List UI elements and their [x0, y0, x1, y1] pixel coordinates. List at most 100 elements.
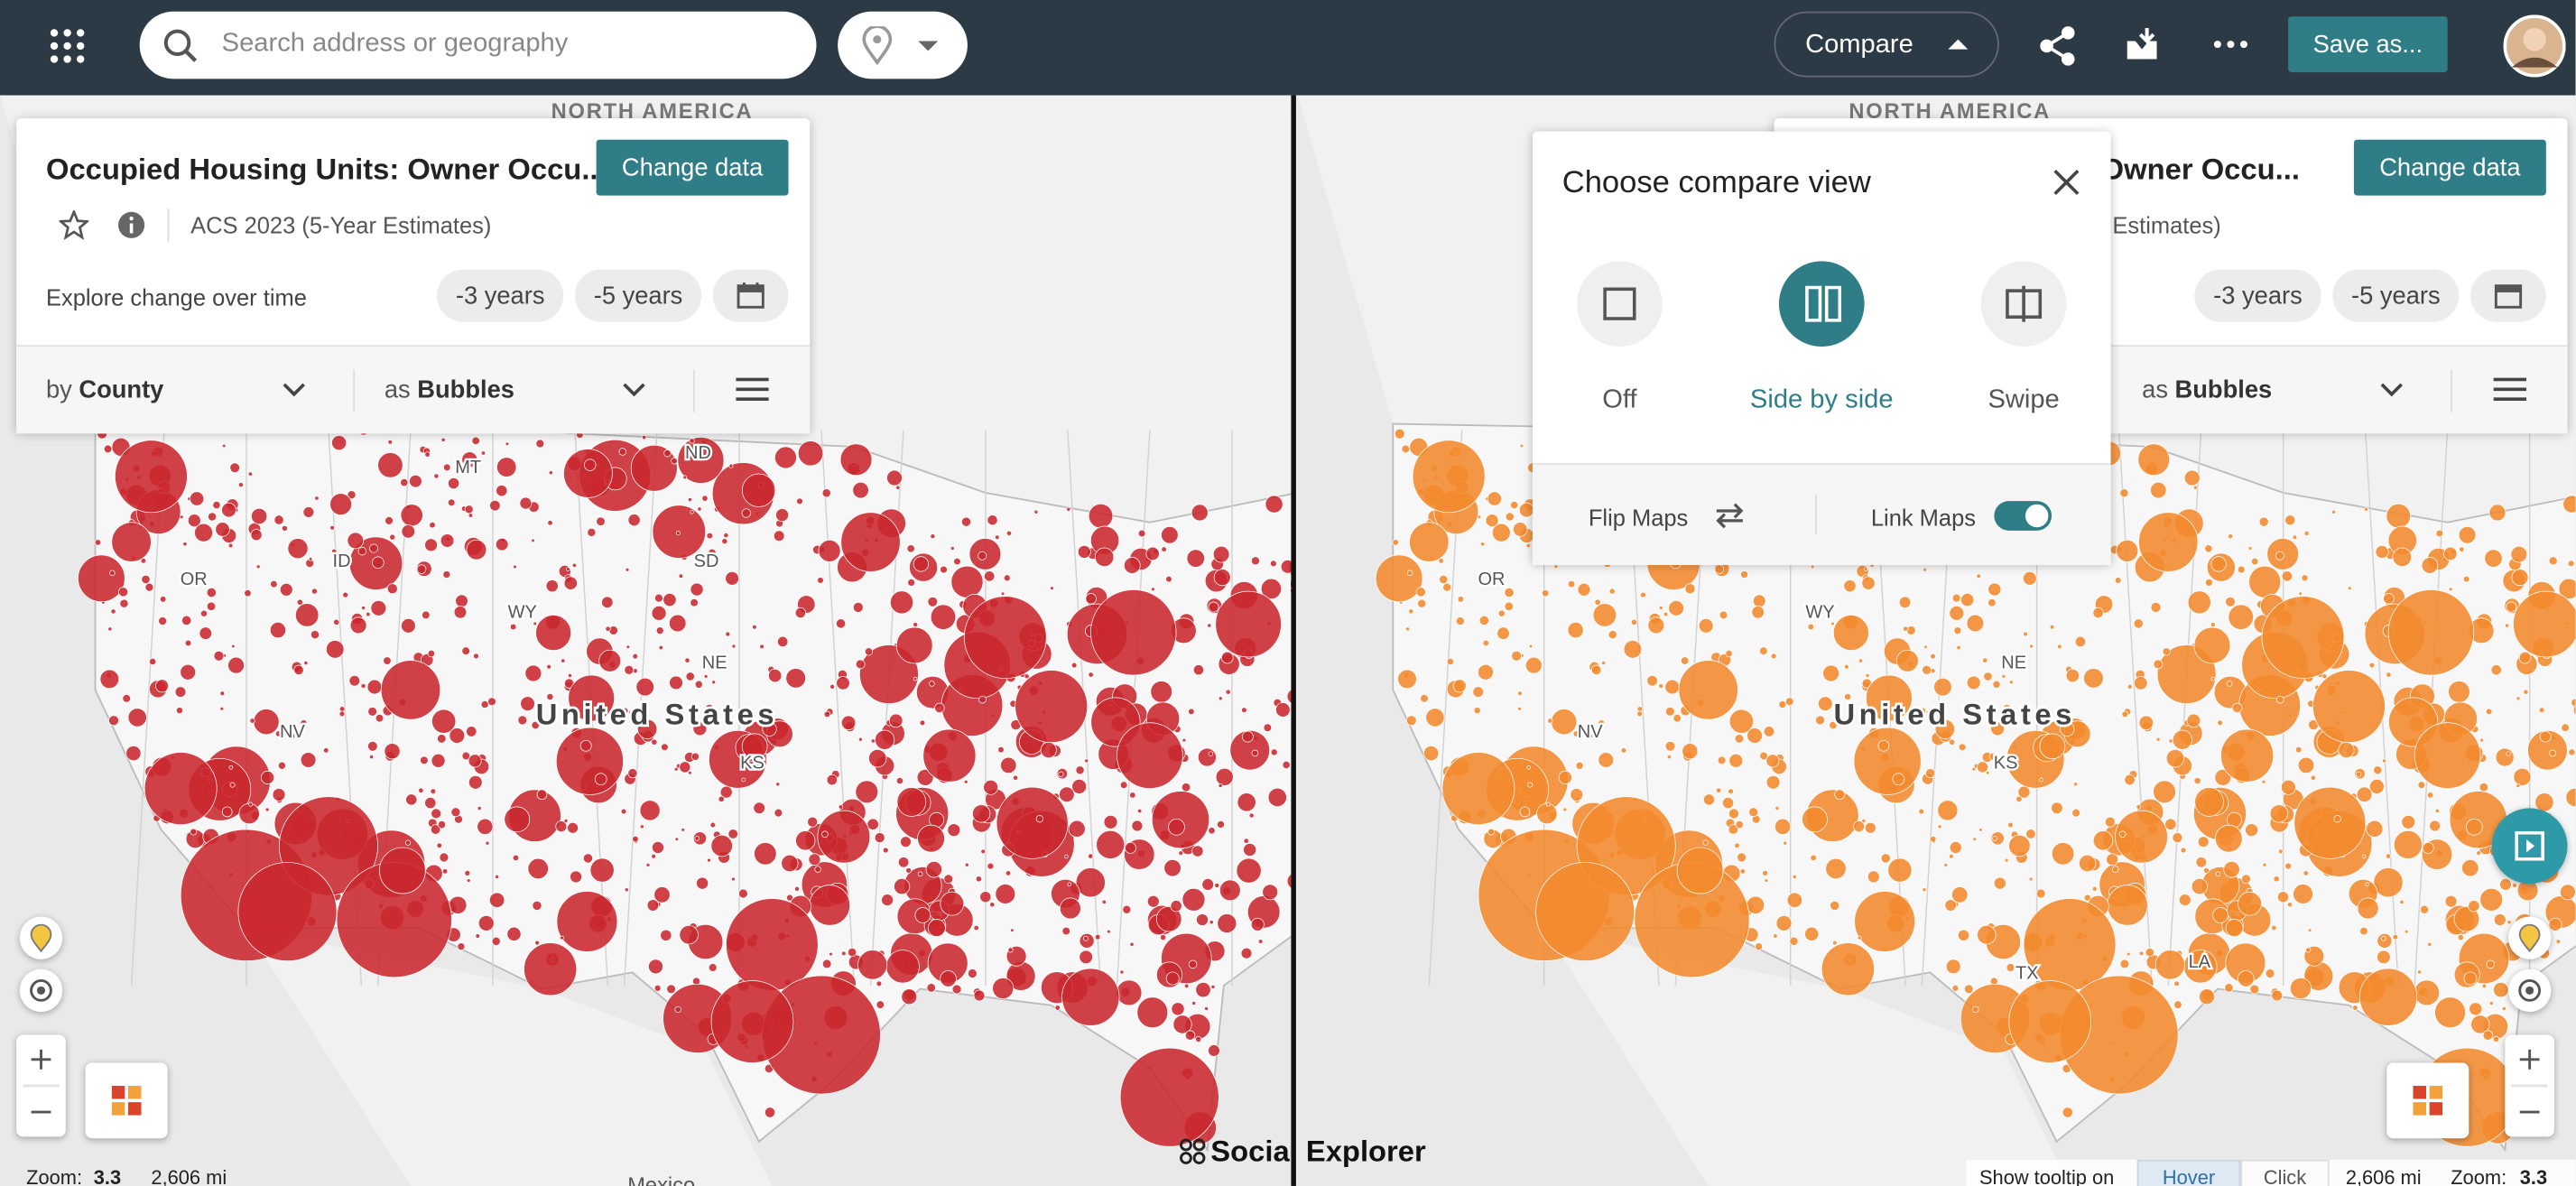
bubble: [2513, 767, 2532, 786]
bubble: [1770, 653, 1777, 660]
zoom-icons[interactable]: [16, 1035, 66, 1137]
bubble: [1165, 971, 1180, 986]
layers-button[interactable]: [85, 1062, 168, 1139]
bubble: [2028, 876, 2034, 882]
bubble: [823, 710, 831, 718]
bubble: [1171, 1002, 1185, 1016]
bubble: [1971, 766, 1977, 772]
side-by-side-option[interactable]: [1778, 261, 1865, 347]
bubble: [914, 907, 931, 923]
bubble: [605, 625, 611, 632]
bubble: [785, 668, 806, 689]
favorite-icon[interactable]: [59, 209, 89, 240]
bubble: [1286, 689, 1292, 704]
bubble: [287, 538, 309, 560]
bubble: [429, 522, 436, 529]
bubble: [1236, 857, 1262, 884]
off-option[interactable]: [1577, 261, 1663, 347]
bubble: [1088, 672, 1094, 678]
bubble: [796, 497, 803, 505]
bubble: [1145, 546, 1160, 561]
bubble: [1978, 828, 1983, 832]
bubble: [894, 878, 911, 895]
bubble: [264, 807, 270, 812]
swipe-option[interactable]: [1980, 261, 2067, 347]
bubble: [269, 622, 286, 639]
calendar-button[interactable]: [2470, 269, 2546, 322]
bubble: [1131, 820, 1144, 832]
geography-select[interactable]: County: [79, 375, 164, 404]
save-map-icon[interactable]: [2124, 24, 2164, 64]
geolocate-pin-button[interactable]: [19, 916, 63, 959]
bubble: [1982, 657, 1988, 663]
bubble: [663, 449, 672, 458]
chevron-down[interactable]: [283, 381, 305, 397]
visualization-select[interactable]: Bubbles: [417, 375, 514, 404]
bubble: [1472, 686, 1484, 698]
apps-icon[interactable]: [50, 28, 86, 64]
menu-icon[interactable]: [2493, 376, 2527, 403]
bubble: [2074, 635, 2087, 648]
bubble: [1976, 573, 1981, 579]
visualization-select[interactable]: Bubbles: [2174, 375, 2273, 404]
change-data-button[interactable]: Change data: [2353, 139, 2546, 196]
bubble: [531, 720, 540, 730]
locate-button[interactable]: [19, 968, 63, 1013]
bubble: [1608, 630, 1617, 640]
bubble: [2368, 662, 2376, 669]
save-as-button[interactable]: Save as...: [2288, 16, 2448, 73]
geolocate-pin-button[interactable]: [2507, 916, 2552, 959]
bubble: [1511, 650, 1523, 662]
bubble: [759, 644, 764, 650]
time-button[interactable]: -3 years: [437, 269, 564, 322]
menu-icon[interactable]: [736, 376, 769, 403]
bubble: [1525, 542, 1532, 549]
flip-icon[interactable]: [1713, 501, 1746, 531]
bubble: [2572, 704, 2576, 716]
layers-button[interactable]: [2386, 1062, 2469, 1139]
bubble: [1408, 608, 1414, 615]
bubble: [206, 587, 217, 598]
bubble: [840, 715, 857, 730]
present-button[interactable]: [2491, 808, 2568, 885]
compare-button[interactable]: Compare: [1774, 11, 1999, 78]
bubble: [386, 583, 398, 595]
more-icon[interactable]: [2212, 40, 2248, 50]
bubble: [1405, 626, 1411, 632]
bubble: [2383, 593, 2395, 605]
close-button[interactable]: [2052, 168, 2081, 198]
bubble: [331, 435, 347, 451]
bubble: [338, 710, 346, 718]
bubble: [685, 672, 695, 681]
locate-button[interactable]: [2507, 968, 2552, 1013]
bubble: [953, 557, 961, 566]
zoom-icons[interactable]: [2505, 1035, 2554, 1137]
click-option[interactable]: Click: [2240, 1159, 2330, 1186]
bubble: [2009, 680, 2014, 685]
bubble: [1988, 752, 1997, 761]
search-box[interactable]: Search address or geography: [139, 11, 817, 79]
bubble: [1717, 755, 1727, 765]
calendar-button[interactable]: [712, 269, 789, 322]
bubble: [487, 697, 496, 707]
bubble: [2001, 674, 2006, 679]
info-icon[interactable]: [116, 210, 146, 240]
hover-option[interactable]: Hover: [2136, 1159, 2241, 1186]
link-maps-toggle[interactable]: [1994, 501, 2052, 531]
bubble: [2305, 947, 2312, 953]
bubble: [1054, 1005, 1061, 1011]
bubble: [144, 582, 154, 592]
avatar[interactable]: [2503, 14, 2566, 78]
time-button[interactable]: -5 years: [2332, 269, 2460, 322]
time-button[interactable]: -3 years: [2194, 269, 2321, 322]
chevron-down[interactable]: [623, 381, 645, 397]
share-icon[interactable]: [2038, 26, 2078, 66]
time-button[interactable]: -5 years: [574, 269, 702, 322]
bubble: [2079, 854, 2097, 873]
change-data-button[interactable]: Change data: [596, 139, 789, 196]
bubble: [1739, 868, 1747, 875]
chevron-down[interactable]: [2380, 381, 2403, 397]
bubble: [424, 538, 438, 552]
location-button[interactable]: [838, 11, 968, 79]
bubble: [517, 715, 528, 726]
